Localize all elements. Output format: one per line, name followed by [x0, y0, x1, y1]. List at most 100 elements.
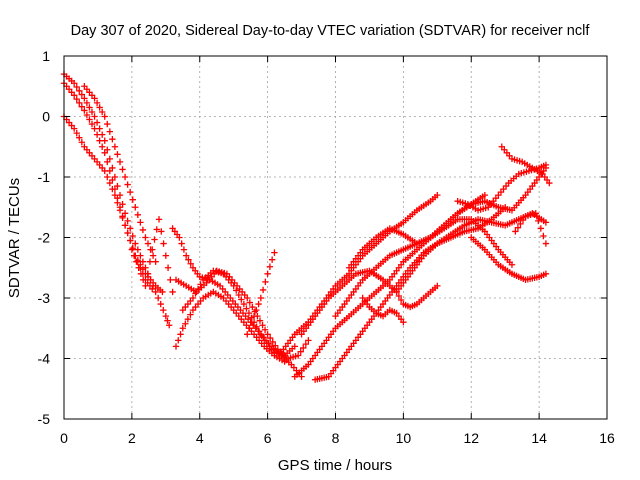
- data-point-marker: [537, 225, 545, 232]
- data-point-marker: [261, 326, 269, 333]
- data-point-marker: [88, 108, 96, 116]
- series-16: [345, 164, 550, 271]
- data-point-marker: [124, 217, 131, 225]
- x-tick-label: 2: [128, 430, 136, 446]
- data-point-marker: [266, 334, 274, 342]
- series-10: [244, 249, 278, 338]
- data-point-marker: [197, 281, 204, 288]
- data-point-marker: [266, 263, 274, 270]
- data-point-marker: [88, 120, 96, 128]
- data-point-marker: [78, 139, 86, 146]
- data-point-marker: [111, 143, 119, 150]
- data-point-marker: [189, 294, 197, 302]
- x-tick-label: 16: [599, 430, 615, 446]
- data-point-marker: [76, 99, 83, 107]
- data-point-marker: [133, 258, 140, 265]
- data-point-marker: [255, 328, 263, 335]
- data-point-marker: [258, 332, 265, 340]
- data-point-marker: [96, 104, 103, 111]
- data-point-marker: [76, 87, 83, 94]
- data-point-marker: [83, 99, 91, 107]
- data-point-marker: [106, 179, 114, 187]
- data-point-marker: [134, 211, 142, 219]
- data-point-marker: [481, 191, 489, 199]
- data-point-marker: [176, 234, 183, 241]
- data-point-marker: [152, 258, 159, 265]
- data-point-marker: [116, 158, 124, 166]
- data-point-marker: [91, 113, 98, 120]
- data-point-marker: [93, 131, 101, 138]
- data-point-marker: [272, 342, 279, 349]
- data-point-marker: [175, 337, 182, 344]
- data-point-marker: [249, 303, 256, 311]
- x-axis-label: GPS time / hours: [278, 457, 392, 474]
- x-tick-label: 6: [264, 430, 272, 446]
- data-point-marker: [259, 322, 266, 329]
- data-point-marker: [160, 240, 167, 247]
- data-point-marker: [70, 125, 78, 132]
- data-point-marker: [149, 252, 157, 259]
- data-point-marker: [119, 214, 126, 222]
- data-point-marker: [238, 296, 245, 303]
- data-point-marker: [86, 104, 93, 111]
- series-17: [454, 161, 550, 214]
- data-point-marker: [294, 352, 302, 359]
- data-point-marker: [139, 276, 147, 284]
- data-point-marker: [155, 216, 163, 223]
- data-point-marker: [164, 317, 171, 324]
- data-point-marker: [162, 252, 170, 259]
- y-tick-label: -1: [38, 169, 51, 185]
- data-point-marker: [158, 228, 165, 235]
- data-point-marker: [146, 258, 154, 265]
- data-point-marker: [128, 246, 136, 253]
- data-point-marker: [78, 91, 86, 98]
- series-20: [512, 210, 550, 247]
- y-tick-label: 0: [42, 109, 50, 125]
- data-point-marker: [78, 103, 86, 110]
- data-point-marker: [305, 337, 312, 344]
- data-point-marker: [149, 285, 156, 293]
- data-point-marker: [144, 270, 151, 277]
- data-point-marker: [70, 92, 78, 99]
- series-4: [81, 83, 159, 265]
- data-point-marker: [182, 320, 189, 327]
- y-tick-label: -2: [38, 230, 51, 246]
- data-point-marker: [104, 120, 111, 128]
- x-tick-label: 12: [463, 430, 479, 446]
- data-point-marker: [246, 299, 254, 306]
- series-8: [179, 267, 298, 359]
- data-point-marker: [109, 185, 116, 193]
- data-point-marker: [268, 256, 276, 263]
- data-point-marker: [532, 210, 539, 217]
- x-tick-label: 10: [396, 430, 412, 446]
- data-point-marker: [540, 232, 547, 240]
- data-point-marker: [83, 111, 91, 119]
- data-point-marker: [81, 95, 88, 102]
- data-point-marker: [98, 143, 106, 150]
- data-point-marker: [535, 217, 542, 225]
- data-point-marker: [245, 309, 253, 317]
- data-point-marker: [546, 179, 553, 187]
- data-point-marker: [244, 331, 251, 338]
- x-tick-label: 0: [60, 430, 68, 446]
- data-point-marker: [162, 312, 170, 320]
- data-point-marker: [259, 286, 267, 294]
- data-point-marker: [91, 95, 98, 102]
- data-point-marker: [172, 343, 180, 350]
- data-point-marker: [302, 340, 310, 348]
- data-point-marker: [542, 240, 550, 247]
- data-point-marker: [542, 161, 550, 169]
- data-point-marker: [243, 305, 250, 312]
- data-point-marker: [244, 294, 251, 302]
- data-point-marker: [101, 149, 108, 156]
- series-1: [60, 70, 173, 329]
- data-point-marker: [153, 226, 160, 233]
- data-point-marker: [262, 278, 269, 286]
- data-point-marker: [517, 220, 524, 228]
- data-point-marker: [182, 252, 190, 259]
- data-point-marker: [121, 222, 129, 229]
- data-point-marker: [139, 226, 147, 234]
- data-point-marker: [126, 188, 134, 196]
